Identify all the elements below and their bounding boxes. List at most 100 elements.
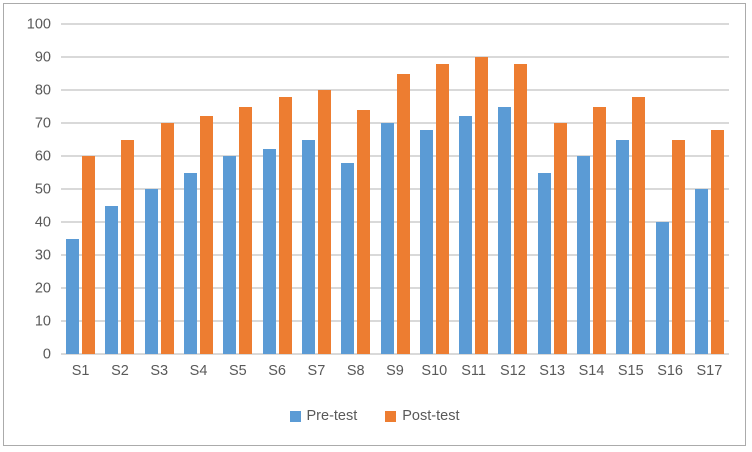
bar-pre-test-s13[interactable] (537, 172, 551, 354)
legend-label-pre-test: Pre-test (306, 407, 358, 424)
bar-group-s3 (140, 24, 179, 354)
x-tick-label-s12: S12 (500, 363, 526, 379)
bar-post-test-s9[interactable] (396, 73, 410, 354)
legend-item-pre-test[interactable]: Pre-test (289, 407, 358, 424)
x-tick-label-s16: S16 (657, 363, 683, 379)
bar-group-s2 (100, 24, 139, 354)
gridline-0 (61, 353, 729, 355)
bar-post-test-s11[interactable] (475, 57, 489, 354)
gridline-100 (61, 23, 729, 25)
bar-post-test-s13[interactable] (553, 123, 567, 354)
bar-group-s5 (218, 24, 257, 354)
bar-pre-test-s14[interactable] (577, 156, 590, 354)
post-test-swatch-icon (385, 410, 397, 422)
gridline-50 (61, 188, 729, 190)
y-tick-label-60: 60 (34, 147, 51, 164)
x-tick-label-s4: S4 (189, 363, 208, 379)
gridline-60 (61, 155, 729, 157)
x-tick-label-s3: S3 (150, 363, 169, 379)
y-tick-label-40: 40 (34, 213, 51, 230)
x-tick-label-s15: S15 (617, 363, 644, 379)
pre-test-swatch-icon (289, 410, 301, 422)
legend-item-post-test[interactable]: Post-test (385, 409, 459, 424)
y-tick-label-90: 90 (34, 48, 51, 65)
y-tick-label-20: 20 (34, 279, 51, 296)
bar-pre-test-s9[interactable] (380, 123, 394, 354)
bar-group-s10 (415, 24, 454, 354)
legend: Pre-test Post-test (4, 407, 745, 425)
bar-post-test-s3[interactable] (160, 123, 174, 354)
bar-group-s16 (650, 24, 689, 354)
bar-post-test-s7[interactable] (317, 90, 331, 354)
bar-group-s4 (179, 24, 218, 354)
y-tick-label-0: 0 (42, 345, 51, 362)
y-tick-label-10: 10 (34, 312, 51, 329)
x-tick-label-s13: S13 (539, 363, 566, 379)
y-tick-label-50: 50 (34, 180, 51, 197)
chart-frame: 0 10 20 30 40 50 60 70 80 90 100 S1 S2 S3 S4 S5 S6 S7 S8 S… (3, 3, 746, 446)
bar-group-s14 (572, 24, 611, 354)
bar-post-test-s4[interactable] (200, 116, 214, 354)
bar-pre-test-s6[interactable] (262, 149, 276, 354)
bar-group-s8 (336, 24, 375, 354)
bar-post-test-s12[interactable] (514, 63, 528, 354)
bar-group-s11 (454, 24, 493, 354)
bar-pre-test-s12[interactable] (498, 106, 512, 354)
bar-pre-test-s1[interactable] (66, 238, 80, 354)
bar-post-test-s10[interactable] (435, 63, 449, 354)
plot-area (61, 23, 729, 355)
y-tick-label-100: 100 (26, 15, 51, 32)
bar-pre-test-s8[interactable] (341, 162, 355, 354)
bar-pre-test-s3[interactable] (144, 189, 158, 354)
x-tick-label-s14: S14 (578, 363, 605, 379)
y-axis-labels: 0 10 20 30 40 50 60 70 80 90 100 (4, 17, 51, 361)
bar-post-test-s1[interactable] (82, 156, 96, 354)
x-tick-label-s5: S5 (228, 363, 247, 379)
bar-pre-test-s11[interactable] (459, 116, 473, 354)
bar-post-test-s17[interactable] (710, 129, 724, 354)
bar-pre-test-s10[interactable] (419, 129, 433, 354)
bars-container (61, 24, 729, 354)
x-tick-label-s9: S9 (386, 363, 404, 379)
x-tick-label-s11: S11 (461, 363, 486, 379)
x-tick-label-s17: S17 (696, 363, 723, 379)
x-axis-labels: S1 S2 S3 S4 S5 S6 S7 S8 S9 S10 S11 S12 S13 S14 S15 S16 S… (61, 362, 729, 380)
gridline-70 (61, 122, 729, 124)
bar-post-test-s16[interactable] (671, 139, 685, 354)
bar-group-s13 (533, 24, 572, 354)
bar-post-test-s5[interactable] (239, 106, 253, 354)
gridline-80 (61, 89, 729, 91)
gridline-20 (61, 287, 729, 289)
bar-pre-test-s4[interactable] (184, 172, 198, 354)
bar-post-test-s6[interactable] (278, 96, 292, 354)
x-tick-label-s2: S2 (111, 363, 129, 379)
y-tick-label-30: 30 (34, 246, 51, 263)
x-tick-label-s10: S10 (421, 363, 448, 379)
bar-group-s7 (297, 24, 336, 354)
bar-post-test-s14[interactable] (593, 106, 606, 354)
x-tick-label-s8: S8 (346, 363, 365, 379)
bar-pre-test-s5[interactable] (223, 156, 237, 354)
bar-group-s1 (61, 24, 100, 354)
bar-pre-test-s16[interactable] (655, 222, 669, 354)
bar-group-s9 (375, 24, 414, 354)
bar-group-s17 (690, 24, 729, 354)
bar-pre-test-s2[interactable] (105, 205, 119, 354)
y-tick-label-80: 80 (34, 81, 51, 98)
y-tick-label-70: 70 (34, 114, 51, 131)
bar-post-test-s2[interactable] (121, 139, 135, 354)
gridline-40 (61, 221, 729, 223)
bar-pre-test-s7[interactable] (301, 139, 315, 354)
bar-pre-test-s15[interactable] (616, 139, 630, 354)
x-tick-label-s1: S1 (71, 363, 90, 379)
bar-group-s12 (493, 24, 532, 354)
x-tick-label-s6: S6 (268, 363, 286, 379)
legend-label-post-test: Post-test (402, 407, 460, 424)
x-tick-label-s7: S7 (307, 363, 326, 379)
bar-post-test-s8[interactable] (357, 109, 371, 354)
gridline-30 (61, 254, 729, 256)
bar-group-s6 (257, 24, 296, 354)
bar-post-test-s15[interactable] (632, 96, 646, 354)
bar-pre-test-s17[interactable] (694, 189, 708, 354)
gridline-10 (61, 320, 729, 322)
